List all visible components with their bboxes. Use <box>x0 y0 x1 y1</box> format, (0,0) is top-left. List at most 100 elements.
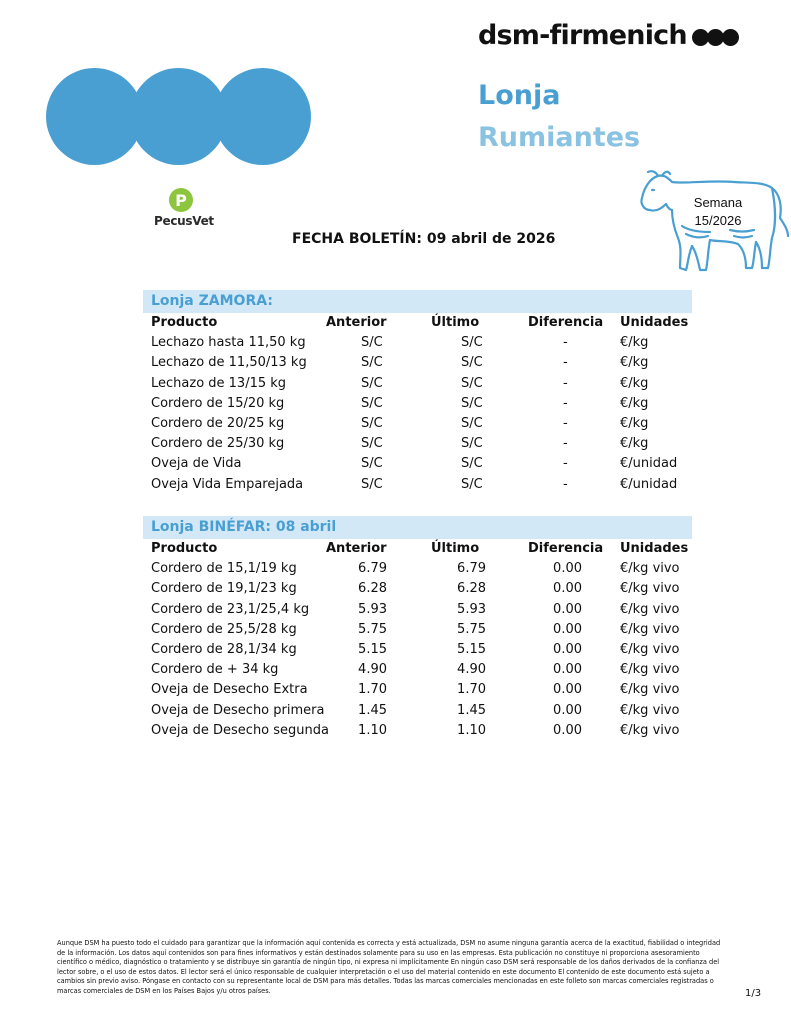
cell-producto: Oveja de Vida <box>151 456 242 472</box>
table-row: Cordero de 25/30 kg S/C S/C - €/kg <box>143 434 692 454</box>
cell-unidades: €/kg <box>620 375 649 391</box>
bulletin-date: FECHA BOLETÍN: 09 abril de 2026 <box>292 231 556 247</box>
cell-ultimo: 1.45 <box>457 702 486 718</box>
table-row: Oveja de Vida S/C S/C - €/unidad <box>143 454 692 474</box>
cell-producto: Cordero de 25,5/28 kg <box>151 621 297 637</box>
brand-logo: dsm-firmenich <box>478 20 739 51</box>
cell-anterior: S/C <box>361 335 383 351</box>
col-anterior: Anterior <box>326 541 387 556</box>
binefar-header-row: Producto Anterior Último Diferencia Unid… <box>143 539 692 559</box>
cell-anterior: 1.10 <box>358 722 387 738</box>
cell-ultimo: S/C <box>461 415 483 431</box>
table-row: Cordero de 19,1/23 kg 6.28 6.28 0.00 €/kg vi… <box>143 579 692 599</box>
table-row: Cordero de 15/20 kg S/C S/C - €/kg <box>143 394 692 414</box>
cell-unidades: €/kg vivo <box>620 641 680 657</box>
cell-diferencia: - <box>563 395 568 411</box>
cell-unidades: €/unidad <box>620 456 678 472</box>
cell-producto: Cordero de 20/25 kg <box>151 415 285 431</box>
cell-diferencia: 0.00 <box>553 702 582 718</box>
cell-ultimo: 1.70 <box>457 682 486 698</box>
cell-ultimo: S/C <box>461 335 483 351</box>
cell-diferencia: - <box>563 456 568 472</box>
page-subtitle: Rumiantes <box>478 122 641 153</box>
binefar-title: Lonja BINÉFAR: 08 abril <box>143 516 692 539</box>
cell-diferencia: 0.00 <box>553 601 582 617</box>
cell-producto: Lechazo hasta 11,50 kg <box>151 335 306 351</box>
page-number: 1/3 <box>745 988 762 999</box>
table-row: Cordero de 25,5/28 kg 5.75 5.75 0.00 €/kg vi… <box>143 620 692 640</box>
cell-ultimo: S/C <box>461 476 483 492</box>
cell-ultimo: 5.93 <box>457 601 486 617</box>
cell-diferencia: - <box>563 375 568 391</box>
cell-producto: Lechazo de 13/15 kg <box>151 375 287 391</box>
cell-producto: Oveja de Desecho segunda <box>151 722 329 738</box>
cell-ultimo: 6.28 <box>457 581 486 597</box>
cell-producto: Oveja Vida Emparejada <box>151 476 304 492</box>
cell-unidades: €/kg vivo <box>620 662 680 678</box>
cell-diferencia: 0.00 <box>553 641 582 657</box>
cell-unidades: €/kg vivo <box>620 601 680 617</box>
col-diferencia: Diferencia <box>528 315 604 330</box>
binefar-section: Lonja BINÉFAR: 08 abril Producto Anterio… <box>143 516 692 741</box>
table-row: Cordero de + 34 kg 4.90 4.90 0.00 €/kg vivo <box>143 660 692 680</box>
col-unidades: Unidades <box>620 541 689 556</box>
table-row: Cordero de 28,1/34 kg 5.15 5.15 0.00 €/kg vi… <box>143 640 692 660</box>
cell-anterior: S/C <box>361 415 383 431</box>
cell-unidades: €/kg vivo <box>620 621 680 637</box>
cell-anterior: S/C <box>361 375 383 391</box>
pecusvet-logo-letter: P <box>175 191 187 210</box>
cell-ultimo: 5.75 <box>457 621 486 637</box>
cell-diferencia: 0.00 <box>553 682 582 698</box>
legal-disclaimer: Aunque DSM ha puesto todo el cuidado par… <box>57 939 721 995</box>
cell-diferencia: 0.00 <box>553 621 582 637</box>
cell-producto: Oveja de Desecho primera <box>151 702 325 718</box>
table-row: Oveja de Desecho Extra 1.70 1.70 0.00 €/kg v… <box>143 680 692 700</box>
cell-unidades: €/kg <box>620 395 649 411</box>
cell-diferencia: - <box>563 335 568 351</box>
cell-anterior: S/C <box>361 456 383 472</box>
col-ultimo: Último <box>431 315 480 330</box>
cell-anterior: 6.79 <box>358 561 387 577</box>
cell-unidades: €/kg <box>620 415 649 431</box>
cell-producto: Oveja de Desecho Extra <box>151 682 308 698</box>
cell-anterior: 6.28 <box>358 581 387 597</box>
cell-unidades: €/kg <box>620 355 649 371</box>
cell-anterior: S/C <box>361 395 383 411</box>
cell-ultimo: S/C <box>461 375 483 391</box>
cell-diferencia: - <box>563 476 568 492</box>
cell-producto: Cordero de 28,1/34 kg <box>151 641 297 657</box>
cell-ultimo: S/C <box>461 436 483 452</box>
table-row: Cordero de 23,1/25,4 kg 5.93 5.93 0.00 €/kg … <box>143 600 692 620</box>
table-row: Oveja Vida Emparejada S/C S/C - €/unidad <box>143 475 692 495</box>
week-value: 15/2026 <box>694 213 742 228</box>
cell-anterior: 1.45 <box>358 702 387 718</box>
cell-ultimo: 5.15 <box>457 641 486 657</box>
decorative-circles <box>46 68 314 166</box>
col-unidades: Unidades <box>620 315 689 330</box>
cow-illustration-icon <box>640 170 790 272</box>
table-row: Lechazo de 11,50/13 kg S/C S/C - €/kg <box>143 353 692 373</box>
week-label: Semana <box>693 195 743 210</box>
cell-unidades: €/kg vivo <box>620 722 680 738</box>
brand-dots-icon <box>691 29 739 46</box>
cell-unidades: €/kg <box>620 436 649 452</box>
table-row: Oveja de Desecho segunda 1.10 1.10 0.00 €/kg… <box>143 721 692 741</box>
page-title: Lonja <box>478 80 561 111</box>
cell-ultimo: S/C <box>461 395 483 411</box>
cell-diferencia: - <box>563 355 568 371</box>
cell-producto: Cordero de 23,1/25,4 kg <box>151 601 310 617</box>
cell-ultimo: 4.90 <box>457 662 486 678</box>
table-row: Cordero de 20/25 kg S/C S/C - €/kg <box>143 414 692 434</box>
cell-anterior: S/C <box>361 436 383 452</box>
cell-diferencia: - <box>563 415 568 431</box>
cell-producto: Lechazo de 11,50/13 kg <box>151 355 307 371</box>
cell-producto: Cordero de + 34 kg <box>151 662 279 678</box>
zamora-header-row: Producto Anterior Último Diferencia Unid… <box>143 313 692 333</box>
cell-unidades: €/kg vivo <box>620 581 680 597</box>
cell-diferencia: - <box>563 436 568 452</box>
cell-anterior: 5.75 <box>358 621 387 637</box>
col-producto: Producto <box>151 541 218 556</box>
pecusvet-name: PecusVet <box>154 214 214 228</box>
cell-anterior: S/C <box>361 355 383 371</box>
col-diferencia: Diferencia <box>528 541 604 556</box>
